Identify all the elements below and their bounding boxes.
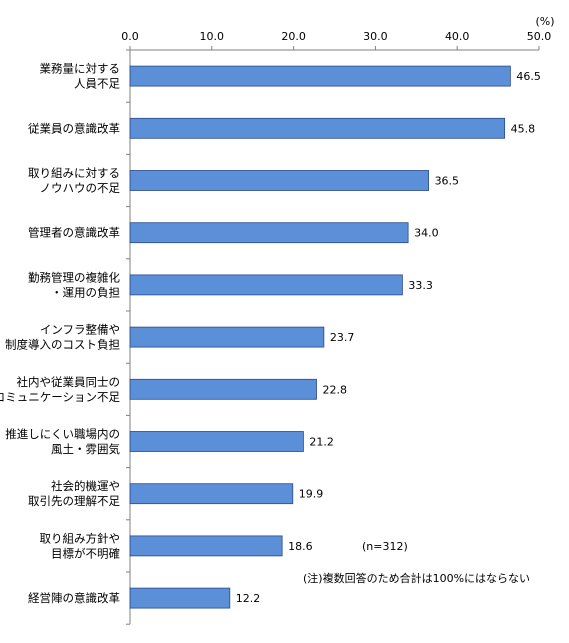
bar (129, 326, 325, 348)
category-label: 勤務管理の複雑化 (28, 270, 120, 284)
bar (129, 431, 304, 452)
category-label: インフラ整備や (40, 323, 120, 337)
category-label: 業務量に対する (40, 62, 121, 76)
unit-label: (%) (535, 15, 554, 28)
category-label: ノウハウの不足 (40, 181, 121, 195)
x-tick-label: 20.0 (281, 30, 306, 43)
category-label: 経営陣の意識改革 (28, 591, 120, 605)
category-label: コミュニケーション不足 (0, 390, 120, 404)
category-label: 取り組みに対する (28, 166, 120, 180)
x-tick-label: 30.0 (363, 30, 388, 43)
bar (129, 535, 283, 557)
value-label: 19.9 (299, 488, 324, 501)
x-tick-label: 50.0 (527, 30, 552, 43)
category-label: 制度導入のコスト負担 (5, 338, 120, 352)
bar (129, 117, 506, 139)
value-label: 34.0 (414, 227, 439, 240)
value-label: 33.3 (408, 279, 433, 292)
category-label: 管理者の意識改革 (28, 226, 120, 240)
sample-size-note: (n=312) (362, 540, 408, 553)
x-tick-label: 0.0 (121, 30, 139, 43)
value-label: 22.8 (323, 383, 348, 396)
category-label: 風土・雰囲気 (51, 442, 120, 456)
value-label: 46.5 (516, 70, 541, 83)
category-label: 社内や従業員同士の (17, 375, 121, 389)
category-label: 目標が不明確 (51, 546, 120, 560)
value-label: 23.7 (330, 331, 355, 344)
bars (129, 65, 511, 609)
category-label: 推進しにくい職場内の (5, 427, 120, 441)
value-label: 12.2 (236, 592, 261, 605)
value-label: 36.5 (435, 175, 460, 188)
bar (129, 274, 403, 296)
x-tick-label: 10.0 (200, 30, 225, 43)
category-labels: 業務量に対する人員不足従業員の意識改革取り組みに対するノウハウの不足管理者の意識… (0, 49, 130, 625)
x-axis-ticks: 0.0 10.0 20.0 30.0 40.0 50.0 (121, 30, 551, 50)
bar (129, 222, 409, 244)
category-label: 社会的機運や (51, 479, 120, 493)
bar (129, 587, 231, 609)
bar (129, 378, 317, 400)
category-label: ・運用の負担 (51, 285, 120, 299)
value-label: 45.8 (511, 122, 536, 135)
value-label: 21.2 (309, 436, 334, 449)
bar (129, 170, 429, 191)
x-tick-label: 40.0 (445, 30, 470, 43)
value-label: 18.6 (288, 540, 313, 553)
category-label: 取り組み方針や (40, 531, 121, 545)
category-label: 人員不足 (74, 77, 120, 91)
bar (129, 65, 511, 87)
category-label: 取引先の理解不足 (28, 494, 120, 508)
category-label: 従業員の意識改革 (28, 121, 120, 135)
footnote: (注)複数回答のため合計は100%にはならない (303, 571, 530, 585)
value-labels: 46.5 45.8 36.5 34.0 33.3 23.7 22.8 21.2 19.9 18.6… (236, 70, 541, 605)
bar (129, 483, 294, 505)
